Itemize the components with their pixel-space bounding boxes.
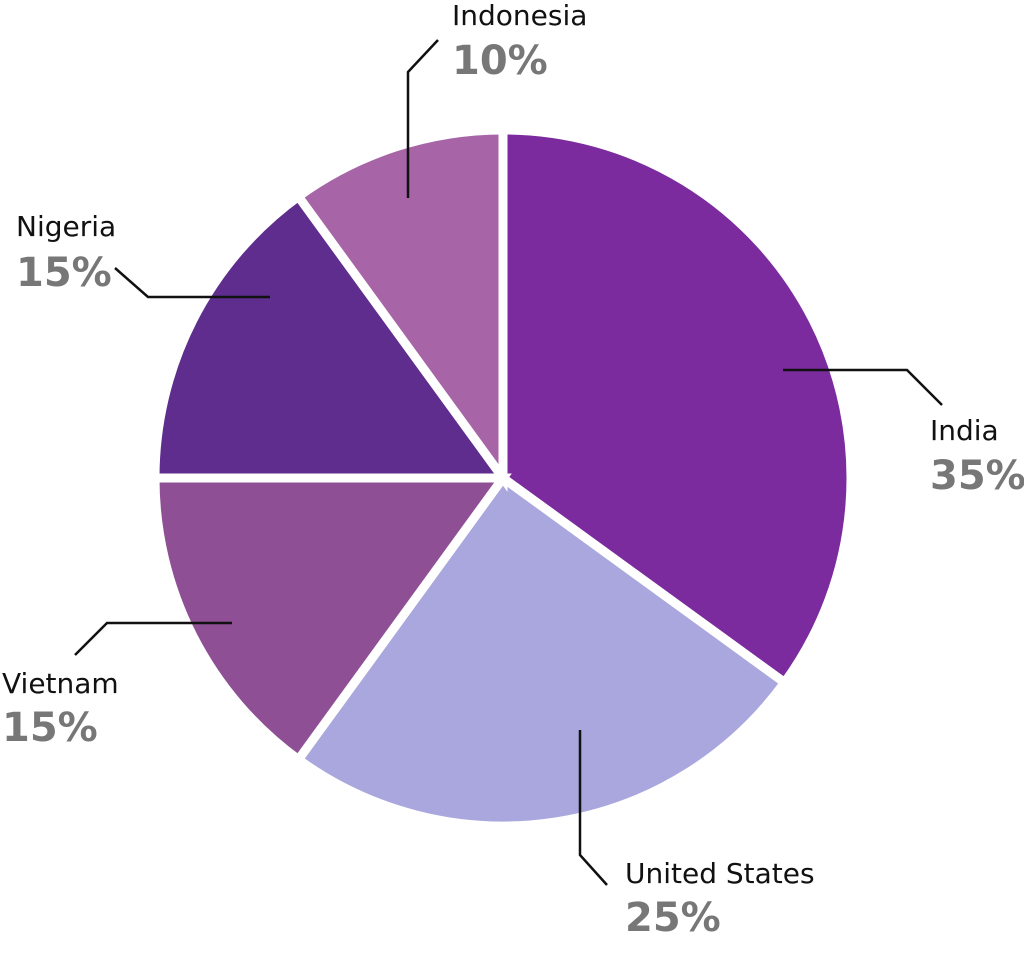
slice-value-label: 35% xyxy=(930,453,1024,499)
leader-line xyxy=(114,267,270,299)
slice-name: Nigeria xyxy=(16,210,116,243)
slice-name: Vietnam xyxy=(2,667,119,700)
slice-value-label: 15% xyxy=(16,250,112,296)
slice-name: India xyxy=(930,414,999,447)
slice-value-label: 10% xyxy=(452,38,548,84)
leader-line xyxy=(578,730,608,886)
leader-line xyxy=(783,368,943,406)
pie-slice xyxy=(150,190,512,483)
slice-value-label: 25% xyxy=(625,895,721,941)
pie-slice xyxy=(292,125,508,492)
pie-slice xyxy=(292,471,791,831)
pie-slice xyxy=(498,125,856,689)
slice-name: United States xyxy=(625,857,815,890)
pie-slice xyxy=(150,473,512,766)
leader-line xyxy=(74,621,232,656)
slice-value-label: 15% xyxy=(2,705,98,751)
leader-line xyxy=(406,39,439,198)
slice-name: Indonesia xyxy=(452,0,587,32)
